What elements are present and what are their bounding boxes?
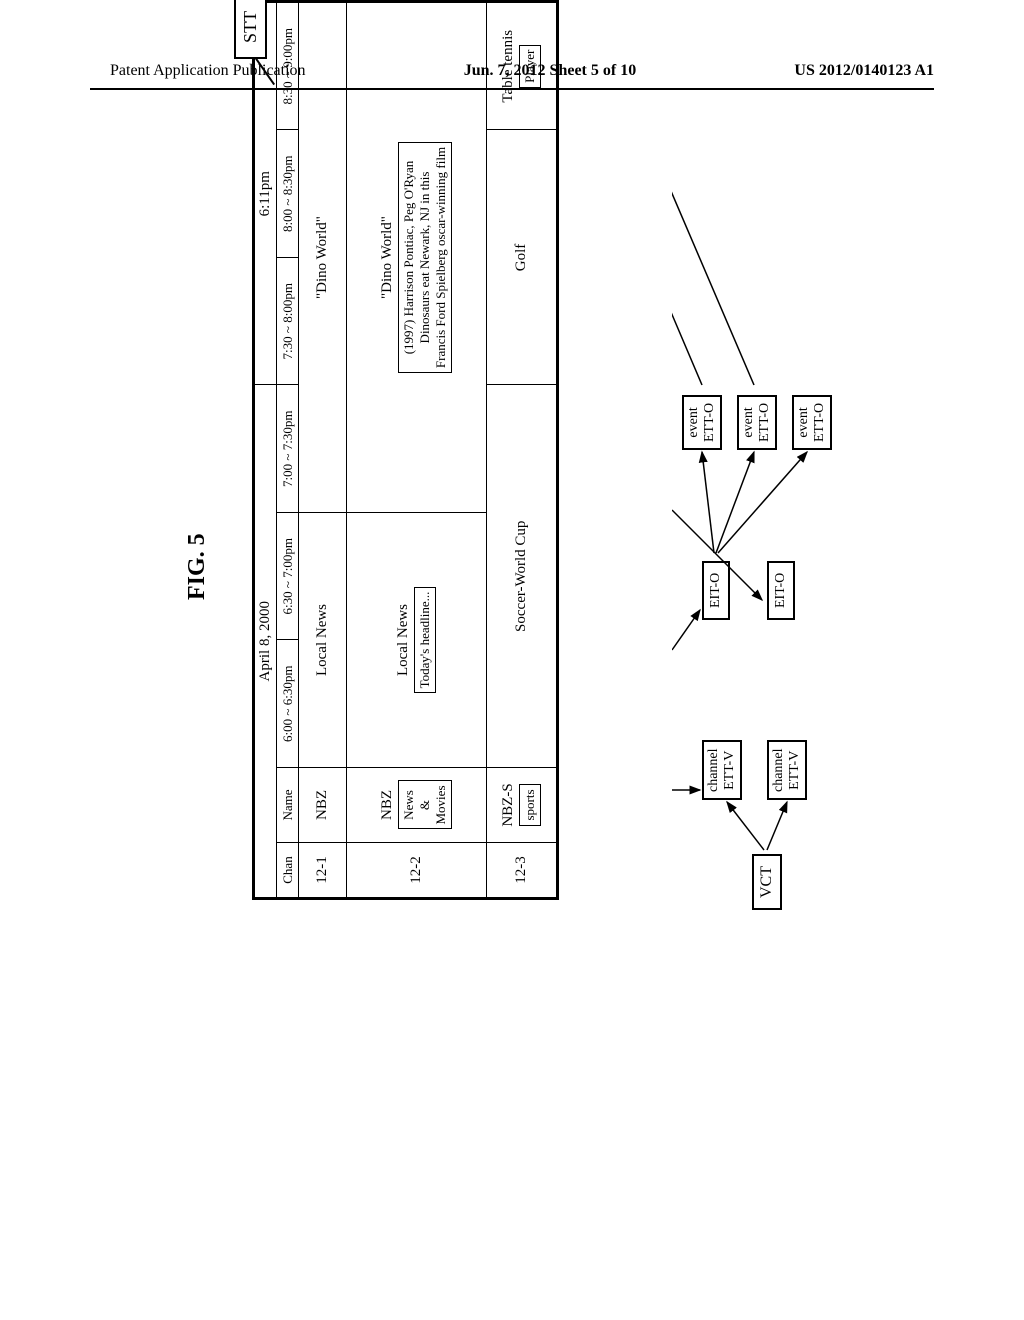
slot-4: 8:00 ~ 8:30pm [277, 130, 299, 258]
channel-row-1: 12-1 NBZ Local News "Dino World" [299, 3, 347, 898]
r3-chan: 12-3 [487, 843, 557, 898]
eito-box-1: EIT-O [702, 561, 730, 620]
timeslot-row: Chan Name 6:00 ~ 6:30pm 6:30 ~ 7:00pm 7:… [277, 3, 299, 898]
r1-prog2: "Dino World" [299, 3, 347, 513]
vct-box: VCT [752, 854, 782, 910]
eito-box-2: EIT-O [767, 561, 795, 620]
guide-time: 6:11pm [255, 3, 277, 386]
r2-name: NBZ News & Movies [347, 768, 487, 843]
figure-5: FIG. 5 STT April 8, 2000 6:11pm Chan Nam… [212, 0, 812, 900]
r2-prog2-cell: "Dino World" (1997) Harrison Pontiac, Pe… [347, 3, 487, 513]
channel-row-3: 12-3 NBZ-S sports Soccer-World Cup Golf … [487, 3, 557, 898]
col-chan-header: Chan [277, 843, 299, 898]
r3-prog2: Golf [487, 130, 557, 385]
chan-ett-box-1: channel ETT-V [702, 740, 742, 800]
r2-name-text: NBZ [379, 772, 396, 838]
r2-sub: News & Movies [398, 781, 452, 830]
slot-1: 6:30 ~ 7:00pm [277, 513, 299, 641]
r3-name-text: NBZ-S [500, 772, 517, 838]
r2-chan: 12-2 [347, 843, 487, 898]
vct-diagram: VCT channel ETT-V channel ETT-V EIT-O EI… [672, 0, 812, 910]
event-ett-box-2: event ETT-O [737, 395, 777, 450]
r1-chan: 12-1 [299, 843, 347, 898]
col-name-header: Name [277, 768, 299, 843]
slot-3: 7:30 ~ 8:00pm [277, 258, 299, 386]
r2-prog2-desc: (1997) Harrison Pontiac, Peg O'Ryan Dino… [398, 142, 452, 373]
slot-0: 6:00 ~ 6:30pm [277, 640, 299, 768]
r2-prog1-sub: Today's headline... [414, 587, 436, 694]
event-ett-box-3: event ETT-O [792, 395, 832, 450]
r3-name: NBZ-S sports [487, 768, 557, 843]
chan-ett-box-2: channel ETT-V [767, 740, 807, 800]
r2-prog1: Local News [395, 517, 412, 763]
date-row: April 8, 2000 6:11pm [255, 3, 277, 898]
r1-name: NBZ [299, 768, 347, 843]
r2-prog2: "Dino World" [379, 7, 396, 508]
r3-prog3-cell: Table tennis Player [487, 3, 557, 131]
r2-prog1-cell: Local News Today's headline... [347, 513, 487, 768]
figure-label: FIG. 5 [184, 533, 211, 600]
stt-box: STT [234, 0, 267, 59]
header-right: US 2012/0140123 A1 [794, 62, 934, 80]
r3-prog1: Soccer-World Cup [487, 385, 557, 768]
diagram-arrows [672, 0, 852, 910]
event-ett-box-1: event ETT-O [682, 395, 722, 450]
r1-prog1: Local News [299, 513, 347, 768]
program-guide-grid: April 8, 2000 6:11pm Chan Name 6:00 ~ 6:… [252, 0, 559, 900]
slot-5: 8:30 ~ 9:00pm [277, 3, 299, 131]
slot-2: 7:00 ~ 7:30pm [277, 385, 299, 513]
r3-sub: sports [519, 784, 541, 825]
guide-date: April 8, 2000 [255, 385, 277, 898]
r3-prog3: Table tennis [500, 7, 517, 126]
channel-row-2: 12-2 NBZ News & Movies Local News Today'… [347, 3, 487, 898]
r3-prog3-sub: Player [519, 45, 541, 88]
